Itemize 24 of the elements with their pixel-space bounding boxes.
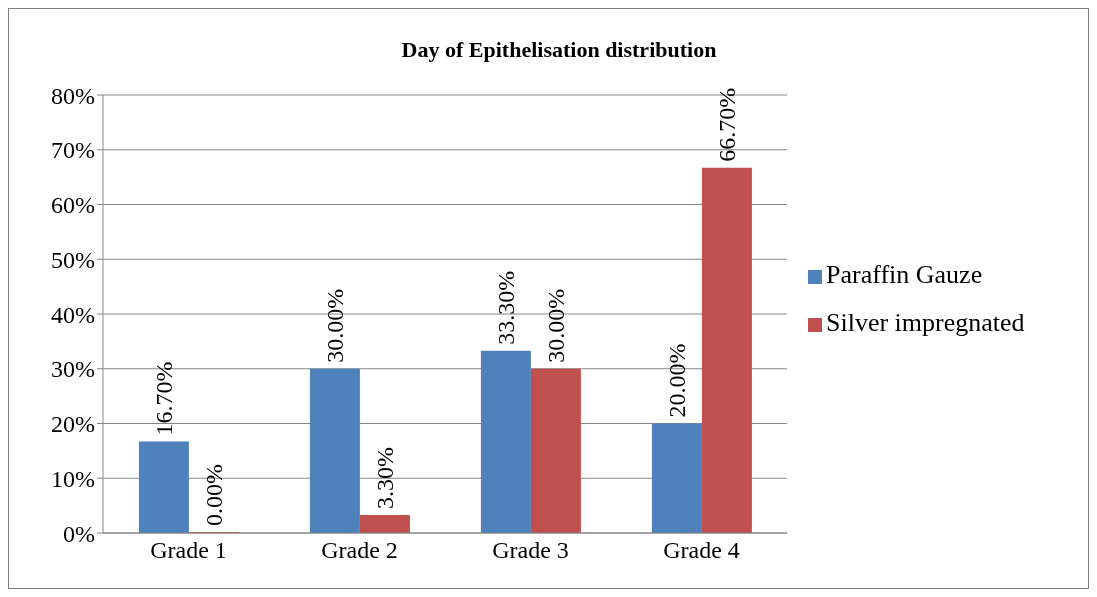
data-label: 20.00% bbox=[663, 343, 690, 418]
y-tick-label: 50% bbox=[51, 246, 95, 273]
data-label: 30.00% bbox=[321, 288, 348, 363]
y-tick-label: 70% bbox=[51, 137, 95, 164]
chart-title: Day of Epithelisation distribution bbox=[400, 37, 718, 63]
y-tick-label: 60% bbox=[51, 192, 95, 219]
y-tick-label: 80% bbox=[51, 82, 95, 109]
data-label: 30.00% bbox=[542, 288, 569, 363]
data-label: 0.00% bbox=[200, 464, 227, 526]
y-tick-label: 0% bbox=[63, 520, 95, 547]
y-tick-label: 30% bbox=[51, 356, 95, 383]
data-label: 66.70% bbox=[713, 87, 740, 162]
y-tick-label: 40% bbox=[51, 301, 95, 328]
x-tick-label: Grade 2 bbox=[321, 537, 398, 564]
y-tick-label: 20% bbox=[51, 411, 95, 438]
data-label: 3.30% bbox=[371, 446, 398, 509]
x-tick-label: Grade 1 bbox=[150, 537, 227, 564]
x-tick-label: Grade 3 bbox=[492, 537, 569, 564]
data-label: 16.70% bbox=[150, 361, 177, 436]
legend-label: Paraffin Gauze bbox=[826, 259, 983, 289]
y-tick-label: 10% bbox=[51, 465, 95, 492]
x-tick-label: Grade 4 bbox=[663, 537, 740, 564]
data-label: 33.30% bbox=[492, 270, 519, 345]
legend-label: Silver impregnated bbox=[826, 307, 1025, 337]
